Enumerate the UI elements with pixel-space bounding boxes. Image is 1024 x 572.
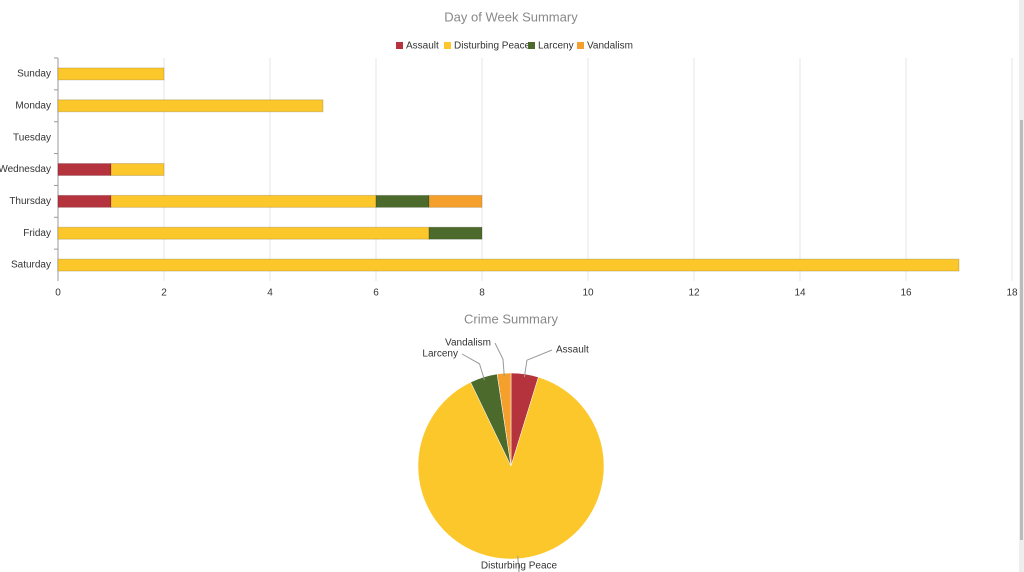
bar-segment [57, 67, 165, 81]
scrollbar-thumb [1020, 120, 1023, 540]
y-tick-label: Thursday [9, 196, 51, 207]
x-tick-label: 8 [479, 288, 485, 299]
bar-segment [57, 226, 430, 240]
chart-title: Day of Week Summary [444, 9, 578, 24]
legend-label: Assault [406, 41, 439, 52]
x-tick-label: 10 [582, 288, 594, 299]
bar-segment [428, 226, 483, 240]
y-tick-label: Tuesday [13, 132, 51, 143]
legend-label: Disturbing Peace [454, 41, 531, 52]
legend-swatch [444, 42, 451, 49]
slice-label: Larceny [422, 349, 458, 360]
label-connector [517, 555, 520, 572]
bar-segment [57, 99, 324, 113]
bar-segment [375, 194, 430, 208]
chart-title: Crime Summary [464, 311, 558, 326]
legend-label: Vandalism [587, 41, 633, 52]
y-tick-label: Sunday [17, 69, 51, 80]
x-tick-label: 12 [688, 288, 700, 299]
y-tick-label: Saturday [11, 260, 51, 271]
bar-segment [57, 258, 960, 272]
slice-label: Vandalism [445, 338, 491, 349]
x-tick-label: 6 [373, 288, 379, 299]
slice-label: Disturbing Peace [481, 561, 558, 572]
bar-segment [110, 163, 165, 176]
label-connector [461, 353, 485, 381]
label-connector [523, 349, 553, 378]
bar-segment [57, 194, 112, 208]
y-tick-label: Friday [23, 228, 51, 239]
slice-label: Assault [556, 345, 589, 356]
x-tick-label: 14 [794, 288, 806, 299]
legend-label: Larceny [538, 41, 574, 52]
x-tick-label: 2 [161, 288, 167, 299]
y-tick-label: Wednesday [0, 164, 51, 175]
legend-swatch [577, 42, 584, 49]
x-tick-label: 4 [267, 288, 273, 299]
y-tick-label: Monday [15, 100, 51, 111]
x-tick-label: 18 [1006, 288, 1018, 299]
label-connector [494, 342, 505, 377]
legend-swatch [528, 42, 535, 49]
x-tick-label: 0 [55, 288, 61, 299]
x-tick-label: 16 [900, 288, 912, 299]
bar-segment [428, 194, 483, 208]
bar-segment [110, 194, 377, 208]
bar-segment [57, 163, 112, 176]
legend-swatch [396, 42, 403, 49]
